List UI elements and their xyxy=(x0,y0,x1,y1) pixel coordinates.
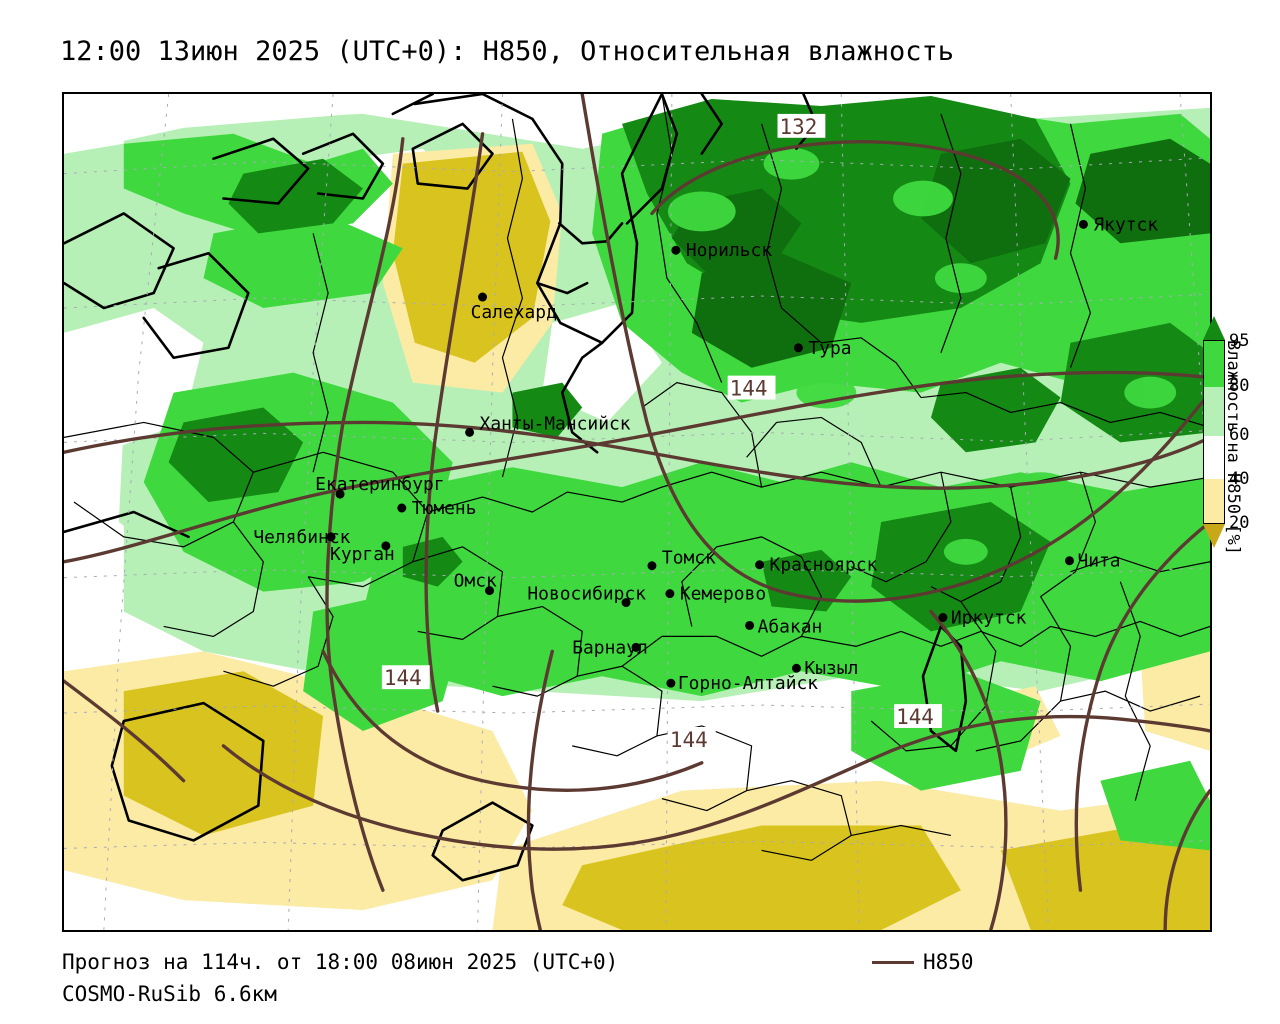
colorbar-body xyxy=(1203,340,1225,524)
svg-text:144: 144 xyxy=(670,728,708,752)
svg-text:144: 144 xyxy=(896,705,934,729)
svg-text:Барнаул: Барнаул xyxy=(572,637,648,658)
contour-legend-label: H850 xyxy=(923,950,974,974)
colorbar-ticks: 95 80 60 40 20 xyxy=(1229,333,1269,532)
colorbar-segment-80-95 xyxy=(1204,341,1224,387)
forecast-info: Прогноз на 114ч. от 18:00 08июн 2025 (UT… xyxy=(62,950,619,974)
city-dots xyxy=(326,219,1088,688)
svg-text:Тюмень: Тюмень xyxy=(412,498,477,519)
svg-text:144: 144 xyxy=(730,377,768,401)
svg-text:144: 144 xyxy=(384,666,422,690)
colorbar-tick-20: 20 xyxy=(1229,513,1250,533)
svg-text:Кызыл: Кызыл xyxy=(804,658,858,679)
svg-text:Ханты-Мансийск: Ханты-Мансийск xyxy=(480,413,631,434)
contour-labels: 132 144 144 144 xyxy=(381,113,942,752)
svg-text:Красноярск: Красноярск xyxy=(770,555,878,576)
svg-text:Абакан: Абакан xyxy=(758,616,823,637)
page-title: 12:00 13июн 2025 (UTC+0): H850, Относите… xyxy=(60,36,955,67)
contour-line-swatch-icon xyxy=(872,960,914,964)
svg-text:Курган: Курган xyxy=(330,544,395,565)
svg-text:Якутск: Якутск xyxy=(1093,214,1158,235)
colorbar-tick-95: 95 xyxy=(1229,331,1250,351)
colorbar: 95 80 60 40 20 xyxy=(1203,316,1249,548)
svg-text:Горно-Алтайск: Горно-Алтайск xyxy=(678,673,818,694)
svg-text:Омск: Омск xyxy=(454,571,497,592)
colorbar-axis-label: Влажность на H850 [%] xyxy=(1223,340,1243,555)
colorbar-segment-20-40 xyxy=(1204,479,1224,523)
svg-text:Чита: Чита xyxy=(1077,551,1120,572)
svg-text:Челябинск: Челябинск xyxy=(253,527,350,548)
colorbar-segment-60-80 xyxy=(1204,386,1224,436)
svg-text:Кемерово: Кемерово xyxy=(680,584,766,605)
svg-text:132: 132 xyxy=(780,115,818,139)
colorbar-tick-60: 60 xyxy=(1229,425,1250,445)
humidity-field: 132 144 144 144 xyxy=(64,94,1210,930)
svg-text:Новосибирск: Новосибирск xyxy=(527,584,646,605)
svg-text:Салехард: Салехард xyxy=(471,302,557,323)
svg-text:Норильск: Норильск xyxy=(686,240,773,261)
colorbar-under-arrow xyxy=(1203,524,1225,548)
city-labels: Якутск Норильск Тура Салехард Ханты-Манс… xyxy=(253,214,1158,694)
svg-text:Томск: Томск xyxy=(662,548,716,569)
model-info: COSMO-RuSib 6.6км xyxy=(62,982,277,1006)
svg-text:Тура: Тура xyxy=(808,338,851,359)
colorbar-over-arrow xyxy=(1203,316,1225,340)
colorbar-tick-40: 40 xyxy=(1229,469,1250,489)
contour-legend: H850 xyxy=(872,950,974,974)
colorbar-tick-80: 80 xyxy=(1229,376,1250,396)
svg-text:Екатеринбург: Екатеринбург xyxy=(315,474,444,495)
map-canvas[interactable]: 132 144 144 144 xyxy=(62,92,1212,932)
svg-text:Иркутск: Иркутск xyxy=(951,607,1027,628)
colorbar-segment-40-60 xyxy=(1204,435,1224,480)
